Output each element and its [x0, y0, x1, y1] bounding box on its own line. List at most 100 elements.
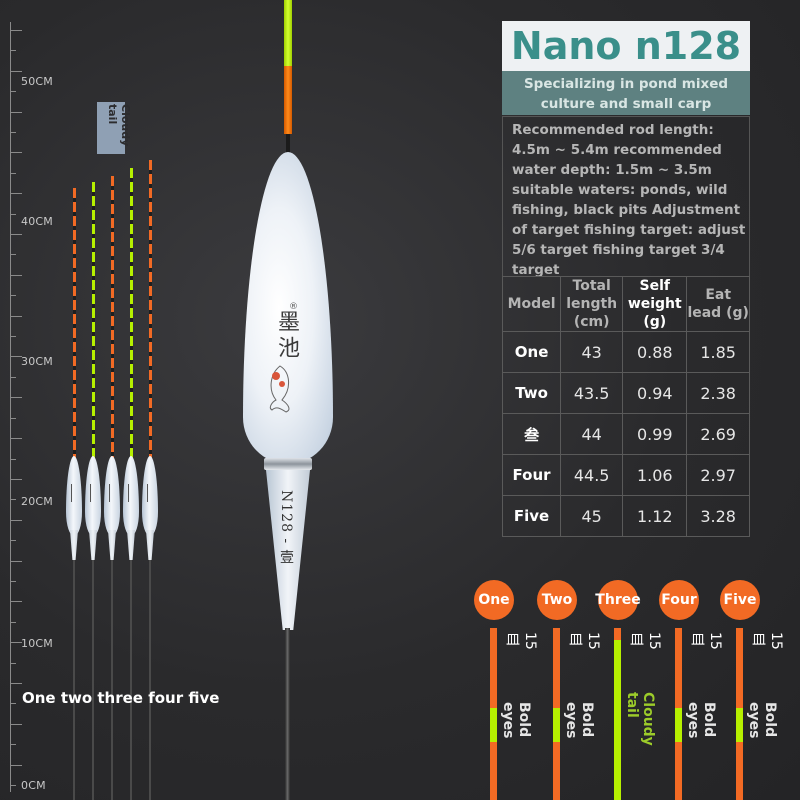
ruler-tick	[10, 173, 16, 174]
ruler-tick	[10, 561, 22, 562]
ruler-tick	[10, 316, 22, 317]
small-floats-caption: One two three four five	[22, 689, 220, 707]
row-weight: 1.12	[622, 495, 688, 537]
ruler-tick	[10, 683, 22, 684]
ruler-tick	[10, 785, 16, 786]
row-weight: 0.88	[622, 331, 688, 373]
product-subtitle: Specializing in pond mixed culture and s…	[523, 76, 729, 112]
tip-badge: Three	[595, 580, 641, 620]
ruler-tick	[10, 703, 16, 704]
tip-orange-segment	[675, 628, 682, 708]
ruler-tick	[10, 744, 16, 745]
float-stem	[285, 628, 290, 800]
row-length: 43	[560, 331, 624, 373]
tip-note: Bold eyes	[685, 702, 717, 739]
product-title: Nano n128	[510, 24, 742, 68]
tip-note: Cloudy tail	[624, 692, 656, 746]
small-float-lower-body	[146, 530, 154, 560]
small-float-antenna	[73, 188, 76, 460]
ruler-tick	[10, 254, 16, 255]
ruler-tick	[10, 50, 16, 51]
ruler-tick	[10, 459, 16, 460]
tip-note: Bold eyes	[563, 702, 595, 739]
tip-green-segment	[736, 708, 743, 742]
small-float-stem	[149, 560, 151, 800]
ruler-tick	[10, 520, 22, 521]
ruler-axis	[10, 22, 11, 792]
row-lead: 2.97	[686, 454, 750, 496]
tip-orange-segment	[553, 742, 560, 800]
small-float-mark	[109, 484, 116, 502]
row-length: 44.5	[560, 454, 624, 496]
row-model: Five	[501, 495, 562, 537]
table-row: 叁 44 0.99 2.69	[501, 413, 750, 455]
tip-badge-label: Two	[541, 592, 573, 608]
tip-orange-segment	[736, 742, 743, 800]
cloudy-tail-tag: Cloudy tail	[97, 102, 132, 154]
small-float-mark	[147, 484, 154, 502]
row-lead: 2.38	[686, 372, 750, 414]
ruler-tick	[10, 214, 16, 215]
small-float-lower-body	[89, 530, 97, 560]
measuring-ruler: 50CM 40CM 30CM 20CM 10CM 0CM	[0, 0, 70, 800]
row-weight: 0.99	[622, 413, 688, 455]
product-description: Recommended rod length: 4.5m ~ 5.4m reco…	[512, 122, 746, 278]
ruler-tick	[10, 663, 16, 664]
small-float-lower-body	[70, 530, 78, 560]
tip-size: 15皿	[750, 632, 784, 650]
header-self-weight: Self weight (g)	[622, 276, 688, 332]
row-lead: 3.28	[686, 495, 750, 537]
ruler-tick	[10, 540, 16, 541]
product-description-box: Recommended rod length: 4.5m ~ 5.4m reco…	[502, 116, 750, 278]
row-model: Four	[501, 454, 562, 496]
small-float-body	[85, 456, 101, 536]
ruler-tick	[10, 234, 22, 235]
tip-badge: Four	[659, 580, 699, 620]
ruler-tick	[10, 71, 22, 72]
table-row: Two 43.5 0.94 2.38	[501, 372, 750, 414]
small-float-body	[66, 456, 82, 536]
tip-note: Bold eyes	[746, 702, 778, 739]
small-float-body	[104, 456, 120, 536]
small-float-antenna	[149, 160, 152, 460]
small-float-stem	[73, 560, 75, 800]
ruler-tick	[10, 377, 16, 378]
ruler-tick	[10, 499, 16, 500]
tip-orange-segment	[553, 628, 560, 708]
table-row: Five 45 1.12 3.28	[501, 495, 750, 537]
small-float-antenna	[92, 182, 95, 460]
tip-note: Bold eyes	[500, 702, 532, 739]
small-float-stem	[92, 560, 94, 800]
row-model: One	[501, 331, 562, 373]
ruler-tick	[10, 479, 22, 480]
float-antenna-green-tip	[284, 0, 292, 66]
ruler-tick	[10, 765, 22, 766]
ruler-label-30: 30CM	[21, 355, 53, 368]
float-antenna-base	[286, 134, 290, 160]
tip-green-segment	[490, 708, 497, 742]
ruler-label-20: 20CM	[21, 495, 53, 508]
koi-fish-icon	[269, 365, 290, 413]
tip-badge-label: One	[478, 592, 510, 608]
small-float-mark	[90, 484, 97, 502]
tip-badge-label: Four	[661, 592, 697, 608]
ruler-tick	[10, 152, 22, 153]
tip-badge-label: Three	[595, 592, 641, 608]
row-lead: 1.85	[686, 331, 750, 373]
registered-mark: ®	[289, 302, 298, 312]
ruler-tick	[10, 91, 16, 92]
tip-green-segment	[614, 640, 621, 800]
tip-size: 15皿	[689, 632, 723, 650]
float-model-print: N128 - 壹	[278, 490, 294, 565]
table-row: One 43 0.88 1.85	[501, 331, 750, 373]
tip-size: 15皿	[628, 632, 662, 650]
ruler-tick	[10, 132, 16, 133]
row-lead: 2.69	[686, 413, 750, 455]
spec-table: Model Total length (cm) Self weight (g) …	[501, 276, 750, 537]
ruler-tick	[10, 581, 16, 582]
cloudy-tail-tag-text: Cloudy tail	[106, 104, 132, 147]
tip-orange-segment	[614, 628, 621, 640]
spec-table-header-row: Model Total length (cm) Self weight (g) …	[501, 276, 750, 332]
header-model: Model	[501, 276, 562, 332]
header-eat-lead: Eat lead (g)	[686, 276, 750, 332]
